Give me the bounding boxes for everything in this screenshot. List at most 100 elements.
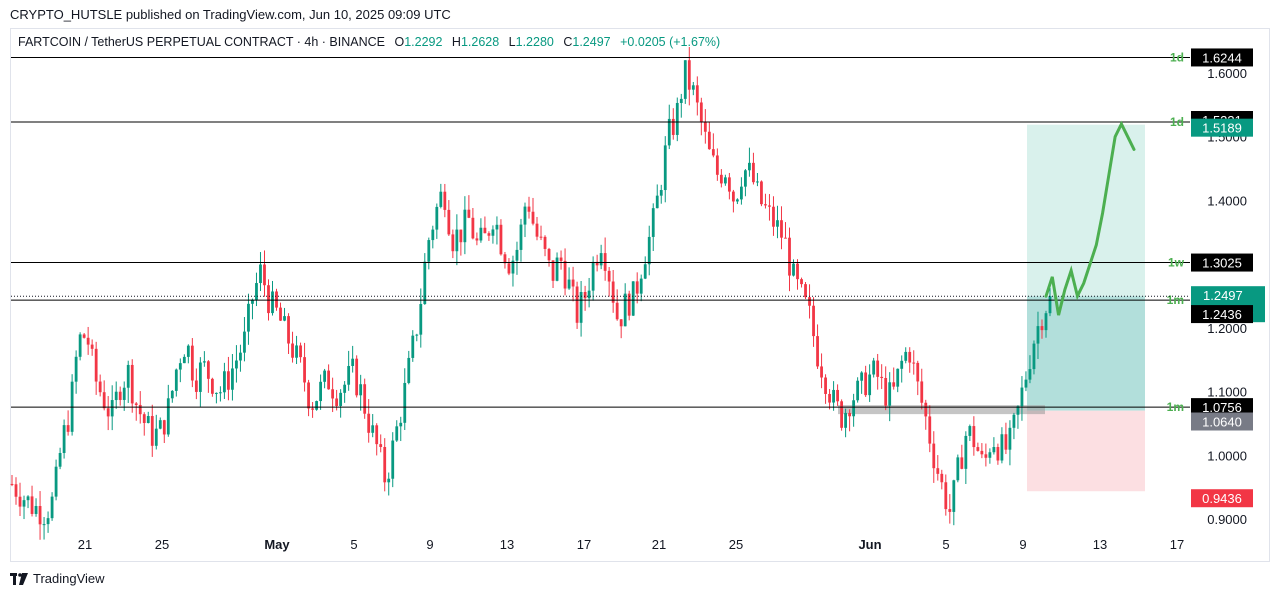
candle-body [856,380,860,401]
level-tag-1-0756-bg [1191,398,1253,417]
candle-body [719,174,723,184]
candle-body [876,360,880,377]
candle-body [932,443,936,469]
candle-body [900,360,904,369]
candle-body [443,191,447,210]
candle-body [383,446,387,483]
chart-frame [10,28,1270,562]
candle-body [1032,343,1036,370]
candle-body [715,155,719,175]
candle-body [920,381,924,403]
high-value: 1.2628 [460,35,500,49]
candle-body [988,452,992,458]
candle-body [287,316,290,344]
candle-body [487,233,491,236]
candle-body [1000,434,1004,461]
candle-body [1004,434,1008,450]
candle-body [46,518,50,525]
candle-body [463,209,467,243]
candle-body [595,261,599,266]
candle-body [796,263,799,280]
candle-body [764,204,767,206]
candle-body [703,122,707,132]
candle-body [1040,326,1044,331]
candle-body [447,209,451,235]
candle-body [194,380,198,392]
candle-body [780,220,783,238]
candle-body [491,229,495,236]
candle-body [86,337,90,345]
candle-body [375,425,379,445]
candle-body [551,260,555,281]
candle-body [255,283,258,300]
candle-body [359,384,363,396]
candle-body [559,257,563,261]
y-axis-tick-label: 1.6000 [1207,66,1247,81]
candle-body [399,422,403,427]
x-axis-tick-label: 25 [729,537,743,552]
candle-body [635,281,639,294]
candle-body [423,261,427,305]
candle-body [291,343,294,358]
candle-body [667,118,671,146]
candle-body [615,302,619,320]
candle-body [243,331,246,353]
candle-body [395,426,399,441]
candle-body [467,209,471,218]
candle-body [98,381,102,393]
candle-body [1020,387,1024,407]
tradingview-logo-icon[interactable] [10,572,28,585]
candle-body [840,401,843,428]
low-label: L [508,35,516,49]
candle-body [343,384,347,393]
candle-body [832,389,835,403]
candle-body [499,224,503,255]
candle-body [940,473,944,483]
y-axis-tick-label: 1.1000 [1207,385,1247,400]
candle-body [992,447,996,453]
candle-body [371,425,375,433]
candle-body [271,291,274,314]
candle-body [575,286,579,323]
candle-body [311,408,314,410]
level-tag-1-3025-bg [1191,253,1253,272]
candle-body [663,145,667,191]
footer-brand[interactable]: TradingView [33,571,105,586]
candle-body [523,206,527,225]
candle-body [984,454,988,458]
x-axis-tick-label: 9 [426,537,433,552]
candle-body [872,360,876,375]
candle-body [836,389,839,402]
target-zone-upper [1027,124,1145,297]
level-tag-1-6244: 1.6244 [1202,50,1242,65]
candle-body [419,304,423,335]
candle-body [102,392,106,409]
candle-body [752,162,755,183]
candle-body [623,293,627,327]
candle-body [828,393,831,403]
candle-body [18,496,22,507]
change-value: +0.0205 (+1.67%) [620,35,721,49]
target-price-tag-bg [1191,118,1253,137]
candle-body [896,368,900,387]
candle-body [210,378,214,394]
y-axis-tick-label: 0.9000 [1207,512,1247,527]
candle-body [451,234,455,252]
candle-body [391,440,395,479]
candle-body [134,403,138,405]
candle-body [1048,296,1052,314]
candle-body [122,387,126,400]
candle-body [804,284,807,298]
symbol-name[interactable]: FARTCOIN / TetherUS PERPETUAL CONTRACT ·… [18,35,385,49]
candle-body [531,211,535,224]
candle-body [174,369,178,391]
candle-body [607,270,611,282]
candle-body [503,254,507,264]
level-timeframe-label: 1m [1167,400,1184,414]
candle-body [415,334,419,336]
x-axis-tick-label: 17 [1170,537,1184,552]
candle-body [34,506,38,514]
candle-body [563,260,567,289]
candle-body [379,444,383,447]
